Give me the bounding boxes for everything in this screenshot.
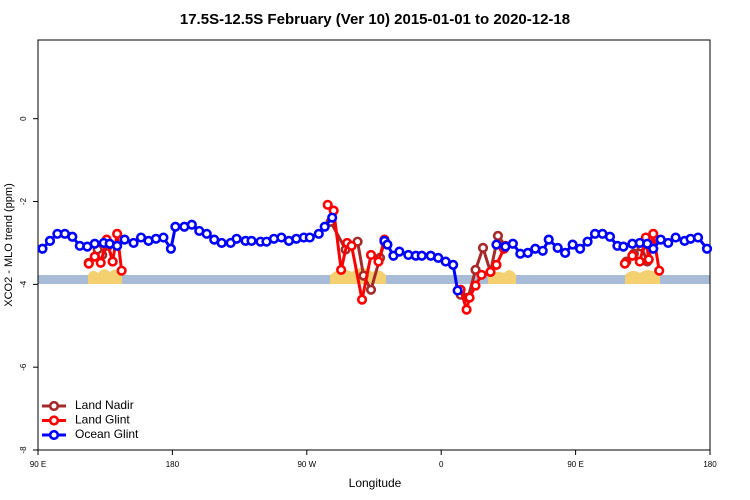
series-marker	[648, 243, 659, 254]
x-tick-label: 0	[439, 460, 444, 469]
series-marker	[107, 256, 118, 267]
series-marker	[452, 285, 463, 296]
series-marker	[701, 243, 713, 254]
series-marker	[470, 280, 481, 291]
series-marker	[44, 235, 56, 246]
series-marker	[670, 232, 681, 243]
series-marker	[433, 252, 444, 263]
series-marker	[112, 240, 123, 251]
series-marker	[604, 231, 616, 242]
legend-marker	[48, 400, 60, 412]
series-marker	[186, 219, 197, 230]
series-marker	[165, 243, 177, 254]
x-tick-label: 180	[703, 460, 717, 469]
series-marker	[231, 233, 242, 244]
series-marker	[373, 256, 384, 267]
series-marker	[336, 264, 347, 275]
series-marker	[416, 250, 427, 261]
legend-label: Ocean Glint	[75, 427, 139, 441]
series-marker	[476, 269, 487, 280]
series-marker	[692, 232, 704, 243]
series-marker	[643, 254, 654, 265]
series-marker	[365, 249, 377, 261]
y-tick-label: 0	[19, 116, 28, 121]
y-axis-label: XCO2 - MLO trend (ppm)	[3, 183, 15, 306]
series-marker	[112, 228, 123, 239]
series-marker	[642, 238, 653, 249]
land-patch	[625, 269, 660, 284]
series-marker	[485, 266, 496, 278]
series-marker	[67, 231, 78, 242]
series-marker	[491, 239, 502, 250]
series-marker	[567, 239, 578, 250]
series-marker	[37, 243, 48, 254]
x-tick-label: 90 E	[30, 460, 46, 469]
x-tick-label: 90 E	[567, 460, 583, 469]
series-marker	[216, 237, 227, 249]
series-marker	[346, 240, 357, 251]
series-marker	[654, 265, 665, 276]
legend-label: Land Nadir	[75, 398, 134, 412]
series-marker	[119, 234, 130, 245]
legend-marker	[48, 429, 60, 441]
x-tick-label: 90 W	[297, 460, 316, 469]
series-marker	[116, 265, 127, 276]
series-marker	[627, 250, 638, 261]
series-marker	[619, 258, 630, 269]
series-marker	[543, 234, 554, 245]
y-tick-label: -8	[19, 446, 28, 454]
series-marker	[507, 238, 518, 249]
series-marker	[322, 199, 333, 210]
x-axis-label: Longitude	[349, 476, 402, 490]
chart-title: 17.5S-12.5S February (Ver 10) 2015-01-01…	[180, 11, 570, 28]
series-marker	[158, 232, 169, 243]
series-marker	[552, 242, 563, 253]
series-marker	[327, 212, 338, 223]
series-marker	[448, 259, 459, 270]
series-marker	[83, 258, 94, 269]
y-tick-label: -6	[19, 363, 28, 371]
series-marker	[128, 237, 139, 249]
series-marker	[618, 241, 629, 252]
y-tick-label: -2	[19, 197, 28, 205]
series-marker	[537, 245, 548, 256]
series-marker	[464, 292, 475, 303]
legend-marker	[48, 415, 60, 426]
series-marker	[319, 221, 330, 232]
series-marker	[365, 284, 377, 295]
y-tick-label: -4	[19, 280, 28, 288]
series-marker	[461, 304, 472, 315]
series-marker	[246, 235, 257, 246]
land-patch	[88, 269, 122, 284]
series-marker	[574, 243, 586, 254]
series-marker	[313, 228, 324, 239]
series-marker	[356, 294, 368, 305]
series-marker	[477, 242, 489, 253]
series-marker	[89, 238, 100, 249]
series-marker	[491, 259, 502, 270]
series-marker	[95, 257, 106, 268]
series-marker	[582, 236, 593, 247]
series-marker	[394, 246, 405, 257]
series-marker	[170, 221, 181, 232]
series-marker	[470, 264, 481, 275]
series-marker	[201, 228, 212, 239]
series-marker	[663, 237, 674, 249]
series-marker	[382, 239, 393, 250]
series-marker	[634, 256, 645, 267]
series-marker	[648, 228, 659, 239]
series-marker	[560, 247, 571, 258]
x-tick-label: 180	[166, 460, 180, 469]
series-marker	[89, 251, 100, 262]
series-marker	[492, 230, 504, 241]
legend-label: Land Glint	[75, 413, 130, 427]
series-marker	[522, 247, 533, 258]
series-marker	[304, 232, 315, 243]
